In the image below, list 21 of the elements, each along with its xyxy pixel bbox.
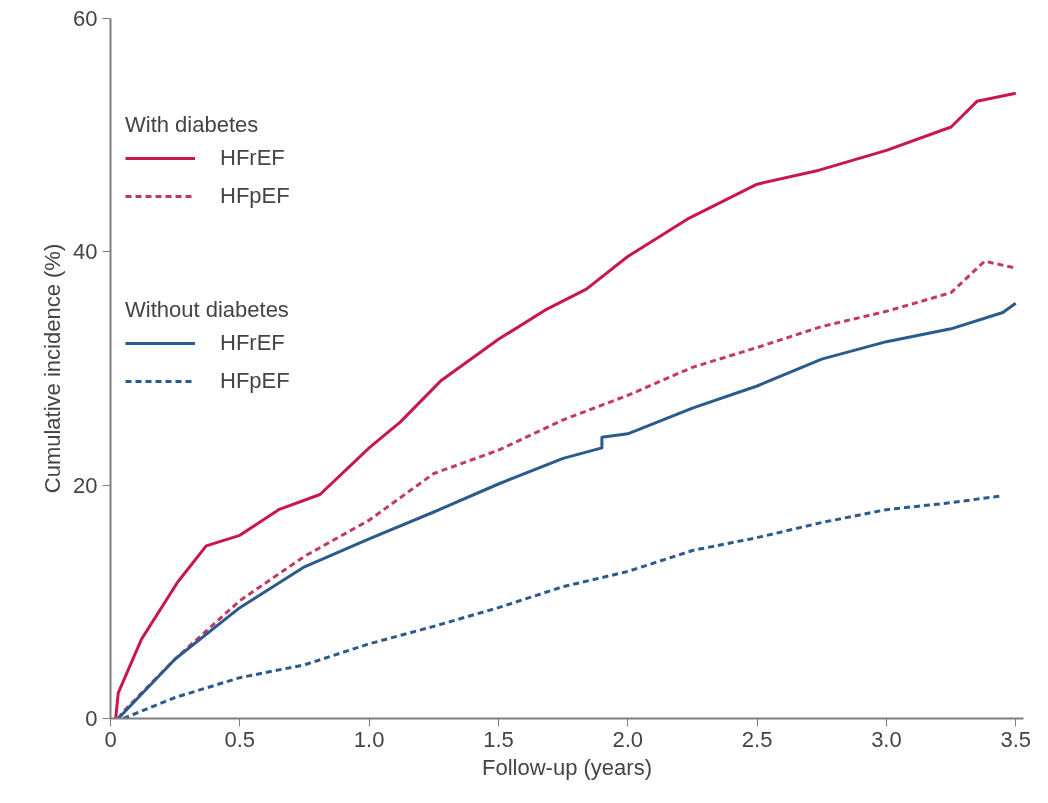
- x-tick-label: 3.0: [871, 726, 902, 752]
- x-tick-label: 3.5: [1000, 726, 1032, 752]
- annotation: Without diabetes: [125, 297, 290, 323]
- x-tick-label: 2.0: [612, 726, 644, 752]
- legend-label: HFpEF: [220, 368, 290, 394]
- x-tick-label: 0: [104, 726, 117, 752]
- x-tick-label: 0.5: [224, 726, 256, 752]
- legend-label: HFrEF: [220, 145, 285, 171]
- y-tick-label: 40: [73, 239, 98, 265]
- legend-label: HFpEF: [220, 183, 290, 209]
- annotation: With diabetes: [125, 112, 260, 138]
- x-axis-title: Follow-up (years): [482, 754, 652, 780]
- line-series: [114, 91, 1018, 719]
- y-axis-title: Cumulative incidence (%): [40, 243, 66, 494]
- x-tick-label: 1.5: [483, 726, 514, 752]
- y-tick-label: 60: [73, 6, 98, 31]
- legend-label: HFrEF: [220, 330, 285, 356]
- x-tick-label: 1.0: [353, 726, 385, 752]
- x-tick-label: 2.5: [741, 726, 773, 752]
- y-tick-label: 20: [73, 472, 98, 498]
- y-tick-label: 0: [85, 706, 98, 731]
